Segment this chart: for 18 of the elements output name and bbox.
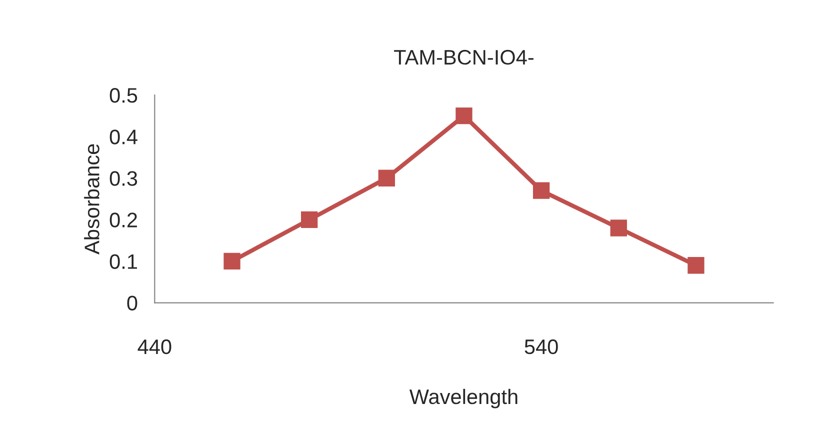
point xyxy=(300,211,318,228)
y-tick-label: 0.5 xyxy=(110,88,138,103)
chart-title: TAM-BCN-IO4- xyxy=(394,50,534,65)
y-tick-label: 0.3 xyxy=(110,171,138,186)
point xyxy=(224,252,240,270)
y-axis-title: Absorbance xyxy=(84,144,100,254)
y-tick-label: 0.2 xyxy=(110,212,137,228)
point xyxy=(610,220,627,236)
y-tick-label: 0 xyxy=(127,296,138,311)
y-tick-label: 0.1 xyxy=(110,254,137,269)
point xyxy=(378,170,395,186)
point xyxy=(688,257,704,274)
y-tick-label: 0.4 xyxy=(110,130,138,144)
x-axis-title: Wavelength xyxy=(409,388,518,408)
point xyxy=(532,182,550,199)
point xyxy=(456,107,472,124)
x-tick-label: 540 xyxy=(524,339,558,354)
x-tick-label: 440 xyxy=(138,339,172,354)
